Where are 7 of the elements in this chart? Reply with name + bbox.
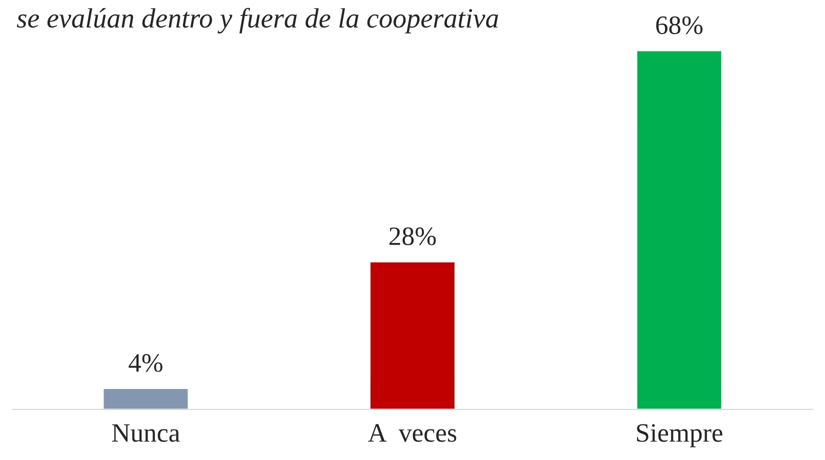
x-tick-label: Nunca: [112, 424, 180, 442]
chart-title: se evalúan dentro y fuera de la cooperativa: [16, 8, 498, 34]
data-label: 4%: [128, 354, 162, 372]
x-tick-label: A veces: [368, 424, 456, 442]
data-label: 68%: [656, 16, 703, 34]
x-tick-label: Siempre: [637, 424, 722, 448]
data-label: 28%: [389, 227, 436, 246]
